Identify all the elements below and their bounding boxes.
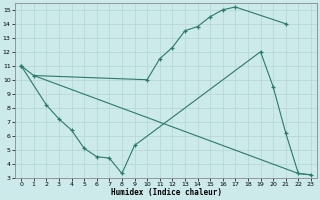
X-axis label: Humidex (Indice chaleur): Humidex (Indice chaleur) xyxy=(110,188,221,197)
